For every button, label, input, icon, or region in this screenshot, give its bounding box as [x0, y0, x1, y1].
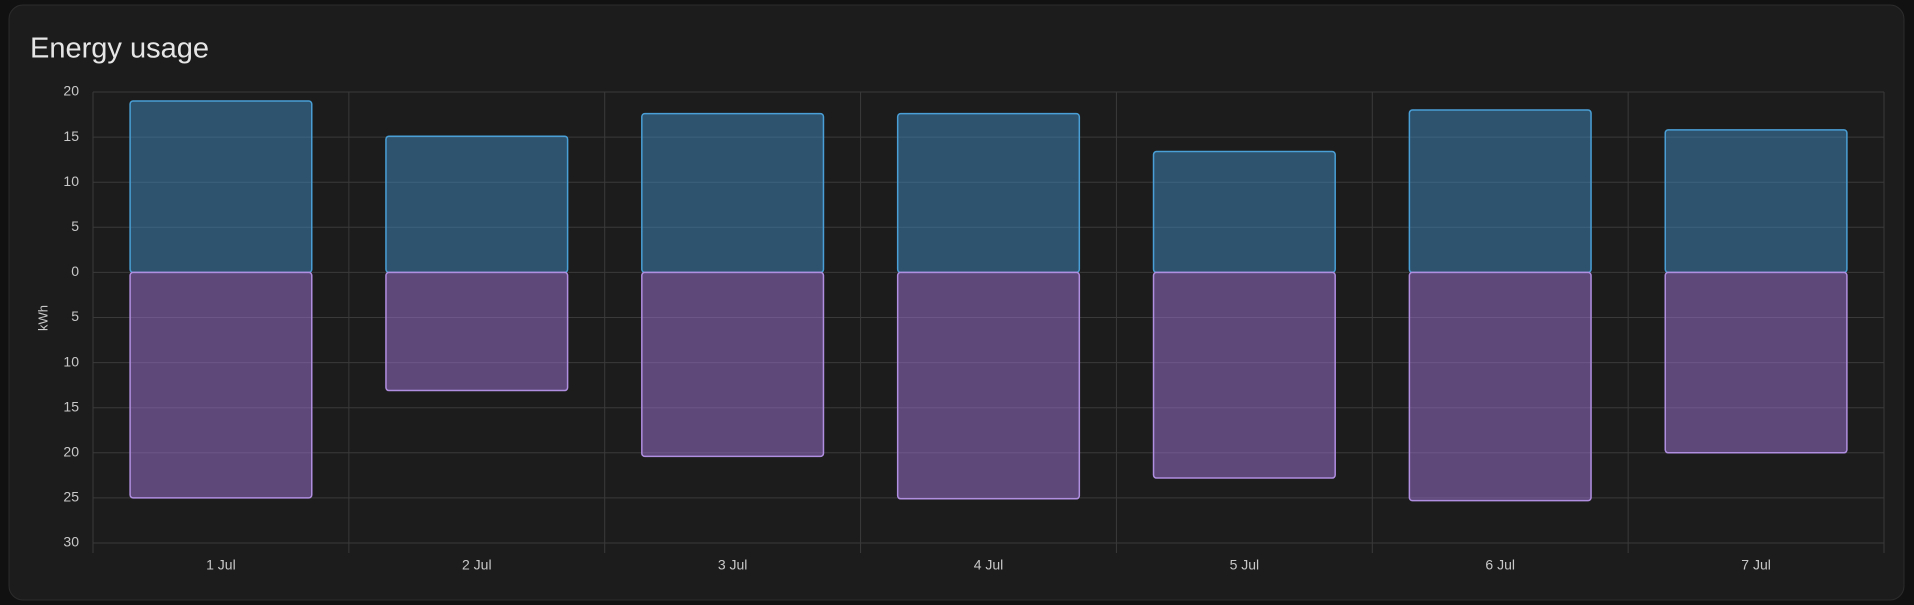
- x-tick-label: 1 Jul: [206, 557, 236, 573]
- chart-title: Energy usage: [30, 33, 209, 65]
- y-tick-label: 15: [63, 398, 79, 414]
- x-tick-label: 2 Jul: [462, 557, 492, 573]
- bar: [385, 135, 569, 274]
- y-axis-label: kWh: [35, 305, 50, 331]
- bar: [641, 271, 825, 458]
- y-tick-label: 0: [71, 263, 79, 279]
- bar: [1664, 271, 1848, 454]
- bar: [1664, 129, 1848, 274]
- y-tick-label: 30: [63, 534, 79, 550]
- x-tick-label: 3 Jul: [718, 557, 748, 573]
- bar: [1408, 271, 1592, 502]
- bar: [1152, 271, 1336, 479]
- x-tick-label: 4 Jul: [974, 557, 1004, 573]
- bar: [385, 271, 569, 392]
- y-tick-label: 25: [63, 489, 79, 505]
- y-tick-label: 15: [63, 128, 79, 144]
- y-tick-label: 20: [63, 444, 79, 460]
- y-tick-label: 10: [63, 173, 79, 189]
- y-tick-label: 20: [63, 83, 79, 99]
- bar: [641, 112, 825, 274]
- x-tick-label: 6 Jul: [1485, 557, 1515, 573]
- bar: [129, 100, 313, 274]
- bar: [1152, 150, 1336, 274]
- y-tick-label: 10: [63, 353, 79, 369]
- bar: [1408, 109, 1592, 274]
- bar: [896, 112, 1081, 274]
- bar: [896, 271, 1081, 500]
- y-tick-label: 5: [71, 308, 79, 324]
- x-tick-label: 7 Jul: [1741, 557, 1771, 573]
- x-tick-label: 5 Jul: [1230, 557, 1260, 573]
- bar: [129, 271, 313, 499]
- y-tick-label: 5: [71, 218, 79, 234]
